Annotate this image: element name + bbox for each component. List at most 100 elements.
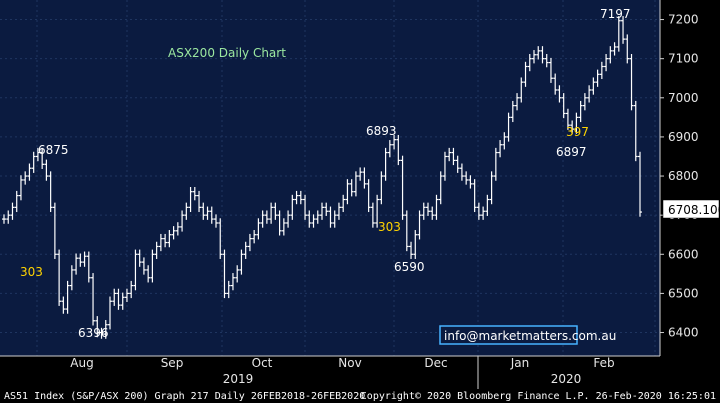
ohlc-bar <box>239 249 244 275</box>
ohlc-bar <box>252 230 257 244</box>
ohlc-bar <box>116 288 121 310</box>
ohlc-bar <box>638 151 642 217</box>
ohlc-bar <box>625 34 630 64</box>
ohlc-bar <box>10 202 15 220</box>
footer-right: Copyright© 2020 Bloomberg Finance L.P. 2… <box>361 391 716 402</box>
ohlc-bar <box>281 218 286 236</box>
x-tick-label: Aug <box>70 356 93 370</box>
x-tick-label: Sep <box>161 356 184 370</box>
ohlc-bar <box>472 179 477 213</box>
ohlc-bar <box>137 249 142 267</box>
ohlc-bar <box>294 190 299 205</box>
x-tick-label: Jan <box>510 356 530 370</box>
ohlc-bar <box>375 194 380 228</box>
ohlc-bar <box>515 93 520 111</box>
last-value-badge: 6708.100 <box>662 199 720 219</box>
ohlc-bar <box>48 171 53 213</box>
ohlc-bar <box>324 202 329 216</box>
ohlc-bar <box>35 147 40 162</box>
ohlc-bar <box>481 206 486 220</box>
ohlc-bar <box>413 230 418 259</box>
ohlc-bar <box>23 171 28 185</box>
ohlc-bar <box>61 296 66 314</box>
ohlc-bar <box>129 280 134 299</box>
ohlc-bar <box>404 210 409 252</box>
ohlc-bar <box>307 210 312 228</box>
ohlc-bar <box>320 202 324 220</box>
annotation-label: 6875 <box>38 143 69 157</box>
contact-link[interactable]: info@marketmatters.com.au <box>439 325 616 345</box>
ohlc-bar <box>154 241 159 259</box>
ohlc-bar <box>536 46 541 60</box>
ohlc-bar <box>158 233 163 252</box>
ohlc-bar <box>108 296 112 330</box>
ohlc-bar <box>120 292 125 310</box>
ohlc-bar <box>493 147 498 181</box>
ohlc-bar <box>498 140 503 158</box>
y-tick-label: 7200 <box>668 13 699 27</box>
ohlc-bar <box>303 194 308 220</box>
y-tick-label: 6600 <box>668 247 699 261</box>
ohlc-bar <box>434 194 439 220</box>
ohlc-bar <box>180 210 185 232</box>
ohlc-bar <box>633 100 638 162</box>
ohlc-bar <box>328 206 333 228</box>
ohlc-bar <box>290 194 295 220</box>
ohlc-bar <box>273 202 278 220</box>
footer-left: AS51 Index (S&P/ASX 200) Graph 217 Daily… <box>4 391 365 402</box>
y-tick-label: 7100 <box>668 52 699 66</box>
ohlc-bar <box>171 226 176 240</box>
ohlc-bar <box>243 241 248 259</box>
ohlc-bar <box>311 214 316 228</box>
ohlc-bar <box>532 50 536 64</box>
ohlc-bar <box>506 112 511 142</box>
ohlc-bar <box>315 210 320 224</box>
ohlc-bar <box>44 159 49 181</box>
annotation-label: 7197 <box>600 7 631 21</box>
ohlc-bar <box>621 16 626 44</box>
ohlc-bar <box>523 61 528 87</box>
ohlc-bar <box>442 151 447 181</box>
footer: AS51 Index (S&P/ASX 200) Graph 217 Daily… <box>0 389 720 403</box>
year-label: 2020 <box>551 372 582 386</box>
plot-area <box>0 0 660 356</box>
ohlc-bar <box>451 147 456 166</box>
y-tick-label: 6400 <box>668 326 699 340</box>
ohlc-bar <box>14 190 19 213</box>
ohlc-bar <box>74 253 79 275</box>
ohlc-bar <box>226 280 231 299</box>
ohlc-bar <box>103 320 108 339</box>
ohlc-bar <box>366 179 371 213</box>
ohlc-bar <box>544 53 549 68</box>
ohlc-bar <box>336 202 341 220</box>
ohlc-bar <box>91 273 96 326</box>
annotation-label: 303 <box>378 220 401 234</box>
ohlc-bar <box>464 171 469 185</box>
ohlc-bar <box>95 316 100 338</box>
ohlc-bar <box>400 155 405 220</box>
ohlc-bar <box>163 233 168 248</box>
ohlc-bar <box>578 100 583 123</box>
ohlc-bar <box>69 265 74 291</box>
contact-email[interactable]: info@marketmatters.com.au <box>444 329 616 343</box>
ohlc-bar <box>587 85 592 103</box>
ohlc-bar <box>570 120 575 134</box>
ohlc-bar <box>205 206 210 220</box>
annotation-label: 6590 <box>394 260 425 274</box>
ohlc-bar <box>57 249 62 306</box>
ohlc-bar <box>150 249 155 283</box>
ohlc-bar <box>595 69 600 87</box>
grid-lines <box>0 0 660 356</box>
ohlc-bar <box>298 190 303 205</box>
ohlc-bar <box>78 253 83 267</box>
ohlc-bar <box>616 16 621 52</box>
ohlc-bar <box>269 202 274 224</box>
year-label: 2019 <box>223 372 254 386</box>
annotation-label: 6897 <box>556 145 587 159</box>
y-tick-label: 7000 <box>668 91 699 105</box>
ohlc-bar <box>133 249 138 291</box>
y-tick-label: 6500 <box>668 286 699 300</box>
ohlc-bar <box>201 202 206 220</box>
ohlc-bar <box>527 53 532 72</box>
